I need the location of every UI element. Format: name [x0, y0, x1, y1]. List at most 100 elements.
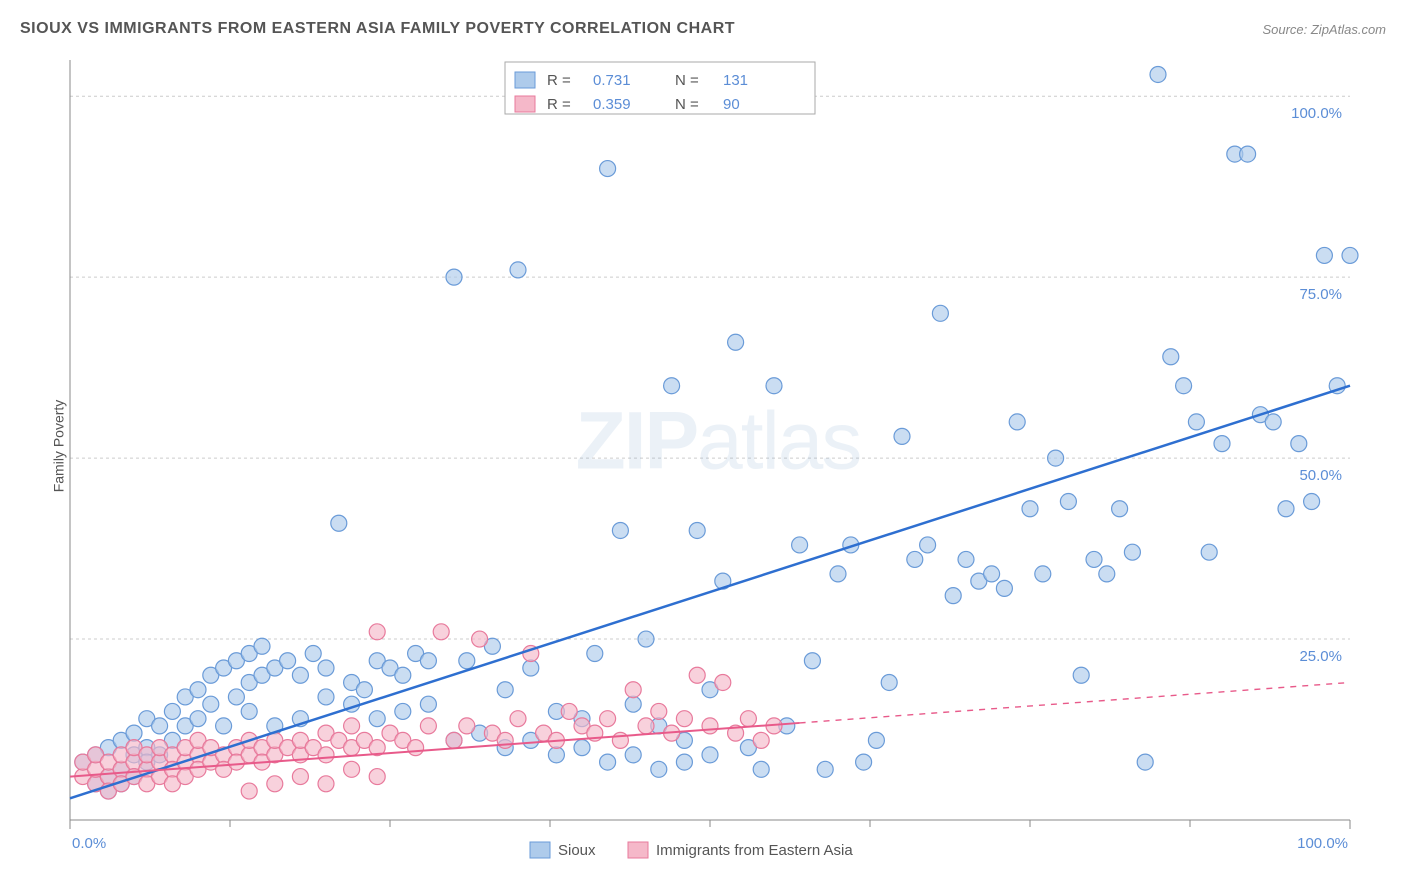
data-point [318, 689, 334, 705]
trend-line-extrapolated [800, 682, 1350, 722]
data-point [1099, 566, 1115, 582]
data-point [395, 667, 411, 683]
data-point [715, 674, 731, 690]
data-point [292, 667, 308, 683]
data-point [446, 732, 462, 748]
data-point [1137, 754, 1153, 770]
data-point [740, 711, 756, 727]
series-swatch [628, 842, 648, 858]
data-point [1086, 551, 1102, 567]
data-point [612, 522, 628, 538]
data-point [1060, 494, 1076, 510]
trend-line [70, 386, 1350, 799]
data-point [651, 703, 667, 719]
data-point [625, 747, 641, 763]
data-point [817, 761, 833, 777]
data-point [638, 631, 654, 647]
data-point [420, 718, 436, 734]
data-point [664, 378, 680, 394]
data-point [907, 551, 923, 567]
data-point [984, 566, 1000, 582]
data-point [689, 667, 705, 683]
data-point [344, 761, 360, 777]
data-point [1265, 414, 1281, 430]
data-point [1291, 436, 1307, 452]
data-point [651, 761, 667, 777]
x-tick-label: 0.0% [72, 835, 106, 852]
data-point [1112, 501, 1128, 517]
data-point [1022, 501, 1038, 517]
data-point [702, 747, 718, 763]
data-point [318, 747, 334, 763]
y-tick-label: 75.0% [1299, 286, 1342, 303]
y-tick-label: 25.0% [1299, 648, 1342, 665]
data-point [420, 696, 436, 712]
data-point [216, 718, 232, 734]
data-point [600, 754, 616, 770]
data-point [1163, 349, 1179, 365]
data-point [241, 703, 257, 719]
data-point [331, 515, 347, 531]
y-tick-label: 50.0% [1299, 467, 1342, 484]
data-point [958, 551, 974, 567]
data-point [203, 696, 219, 712]
data-point [523, 660, 539, 676]
data-point [344, 718, 360, 734]
data-point [1316, 247, 1332, 263]
data-point [1214, 436, 1230, 452]
data-point [433, 624, 449, 640]
data-point [292, 769, 308, 785]
data-point [369, 711, 385, 727]
legend-n-label: N = [675, 96, 699, 113]
data-point [830, 566, 846, 582]
data-point [1278, 501, 1294, 517]
data-point [190, 682, 206, 698]
data-point [318, 776, 334, 792]
data-point [497, 682, 513, 698]
data-point [472, 631, 488, 647]
data-point [1304, 494, 1320, 510]
legend-r-value: 0.359 [593, 96, 631, 113]
data-point [1342, 247, 1358, 263]
data-point [868, 732, 884, 748]
data-point [1048, 450, 1064, 466]
legend-r-label: R = [547, 96, 571, 113]
legend-swatch [515, 96, 535, 112]
data-point [369, 769, 385, 785]
data-point [676, 754, 692, 770]
data-point [587, 646, 603, 662]
series-swatch [530, 842, 550, 858]
scatter-chart: 25.0%50.0%75.0%100.0%0.0%100.0%R =0.731N… [50, 50, 1386, 870]
chart-container: ZIPatlas 25.0%50.0%75.0%100.0%0.0%100.0%… [50, 50, 1386, 852]
data-point [894, 428, 910, 444]
data-point [561, 703, 577, 719]
data-point [676, 711, 692, 727]
data-point [152, 718, 168, 734]
data-point [510, 262, 526, 278]
data-point [305, 646, 321, 662]
data-point [548, 747, 564, 763]
chart-title: SIOUX VS IMMIGRANTS FROM EASTERN ASIA FA… [20, 20, 735, 38]
legend-n-value: 131 [723, 72, 748, 89]
data-point [600, 711, 616, 727]
data-point [766, 378, 782, 394]
legend-r-label: R = [547, 72, 571, 89]
data-point [459, 653, 475, 669]
data-point [395, 703, 411, 719]
data-point [638, 718, 654, 734]
data-point [1035, 566, 1051, 582]
data-point [945, 588, 961, 604]
x-tick-label: 100.0% [1297, 835, 1348, 852]
legend-n-label: N = [675, 72, 699, 89]
data-point [126, 725, 142, 741]
data-point [1009, 414, 1025, 430]
data-point [408, 740, 424, 756]
data-point [856, 754, 872, 770]
data-point [1073, 667, 1089, 683]
data-point [190, 711, 206, 727]
data-point [254, 638, 270, 654]
data-point [625, 682, 641, 698]
data-point [753, 761, 769, 777]
data-point [1176, 378, 1192, 394]
data-point [574, 740, 590, 756]
